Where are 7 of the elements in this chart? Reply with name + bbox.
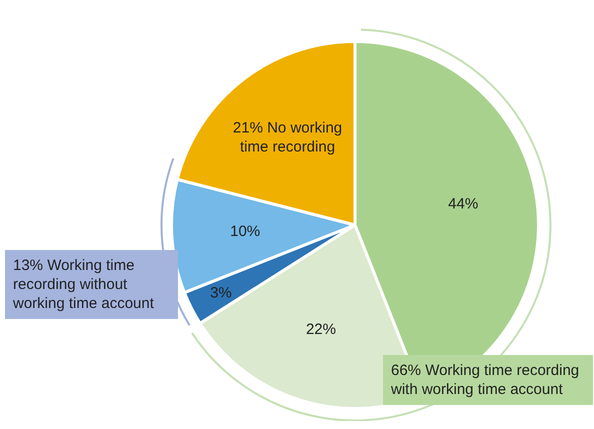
text: 66% Working time recording with working time account [383,355,593,405]
data-label: 3% [210,284,232,302]
data-label: 10% [230,223,260,240]
text: 13% Working time recording without working time account [5,250,178,319]
data-label: 21% No working time recording [232,120,342,156]
data-label: 44% [448,196,478,213]
data-label: 22% [306,320,336,338]
